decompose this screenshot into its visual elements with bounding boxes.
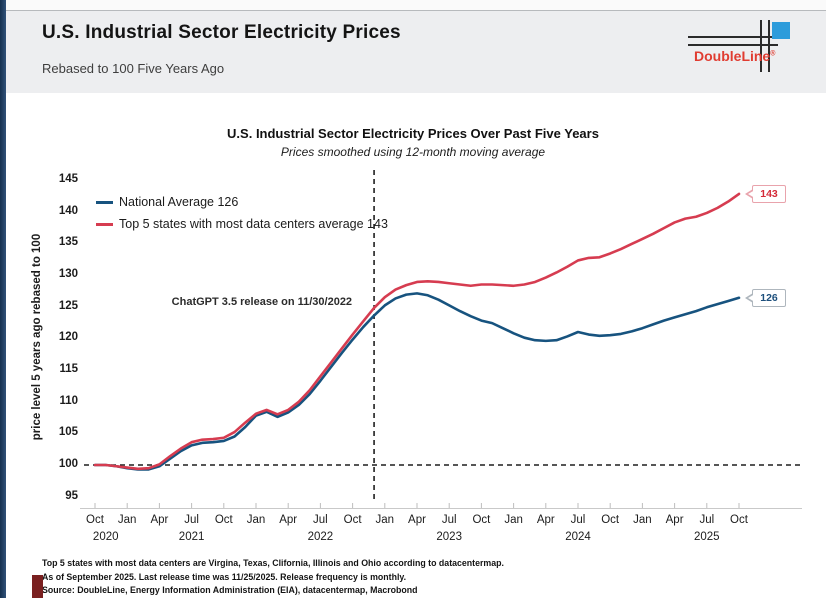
end-value-callout-126: 126 [745,288,786,307]
y-tick-label: 115 [59,363,78,375]
end-value-callout-143: 143 [745,184,786,203]
y-tick-label: 100 [58,458,78,470]
legend-swatch-blue [96,200,113,204]
x-tick-month-label: Oct [472,514,491,526]
y-tick-label: 110 [59,394,78,407]
logo-wordmark: DoubleLine® [694,48,775,64]
video-scrubber-mark [32,575,43,598]
x-tick-month-label: Apr [408,514,426,526]
x-tick-year-label: 2020 [92,531,119,543]
x-tick-month-label: Jan [117,514,137,526]
y-tick-label: 145 [58,173,78,185]
x-tick-month-label: Jul [184,514,199,526]
x-tick-year-label: 2021 [178,531,205,543]
footnote-line: Source: DoubleLine, Energy Information A… [42,585,418,595]
x-tick-month-label: Jul [570,514,586,526]
page-subtitle: Rebased to 100 Five Years Ago [42,61,225,76]
x-tick-year-label: 2024 [565,531,591,543]
chart-legend: National Average 126 Top 5 states with m… [96,191,388,235]
national-average-line [93,292,741,471]
footnote-line: Top 5 states with most data centers are … [42,558,504,568]
x-tick-month-label: Apr [279,514,298,526]
x-tick-month-label: Oct [86,514,104,526]
legend-swatch-red [96,222,113,226]
x-tick-year-label: 2025 [694,531,720,543]
x-tick-month-label: Oct [601,514,620,526]
y-tick-label: 135 [58,236,78,249]
x-tick-year-label: 2023 [436,531,462,543]
header-band [6,11,826,93]
legend-item-national-average: National Average 126 [96,191,388,213]
footnote-line: As of September 2025. Last release time … [42,571,407,582]
y-tick-label: 125 [58,299,78,312]
logo-brand-text: DoubleLine [694,48,771,64]
doubleline-logo: DoubleLine® [688,20,800,80]
registered-mark: ® [770,50,776,58]
y-tick-label: 140 [58,204,78,217]
window-top-strip [6,0,826,11]
x-tick-month-label: Jan [504,514,523,526]
legend-label: Top 5 states with most data centers aver… [119,217,388,231]
x-tick-month-label: Jul [699,514,715,526]
page-left-edge-bar [0,0,6,598]
logo-blue-square [772,22,790,39]
x-tick-month-label: Apr [536,514,555,526]
footnotes: Top 5 states with most data centers are … [42,557,504,598]
y-tick-label: 130 [58,268,78,280]
y-tick-label: 120 [58,331,78,344]
x-tick-month-label: Jul [313,514,328,526]
logo-horizontal-lines [688,36,778,46]
chatgpt-release-annotation: ChatGPT 3.5 release on 11/30/2022 [171,295,353,308]
top5-data-center-states-line [93,192,741,471]
x-tick-month-label: Oct [214,514,233,526]
logo-vertical-lines [760,20,770,72]
chart-title: U.S. Industrial Sector Electricity Price… [227,126,599,141]
x-tick-month-label: Oct [343,514,362,526]
x-tick-month-label: Apr [665,514,684,526]
legend-label: National Average 126 [119,195,239,209]
x-tick-year-label: 2022 [307,531,334,543]
y-tick-label: 95 [65,489,78,502]
x-tick-month-label: Jan [246,514,266,526]
x-tick-month-label: Jan [375,514,395,526]
x-tick-month-label: Apr [150,514,169,526]
page-title: U.S. Industrial Sector Electricity Price… [42,22,401,43]
x-tick-month-label: Jan [633,514,652,526]
chart-subtitle: Prices smoothed using 12-month moving av… [280,145,546,159]
y-tick-label: 105 [58,426,78,439]
x-tick-month-label: Oct [730,514,748,526]
legend-item-top5-states: Top 5 states with most data centers aver… [96,213,388,235]
x-tick-month-label: Jul [441,514,457,526]
